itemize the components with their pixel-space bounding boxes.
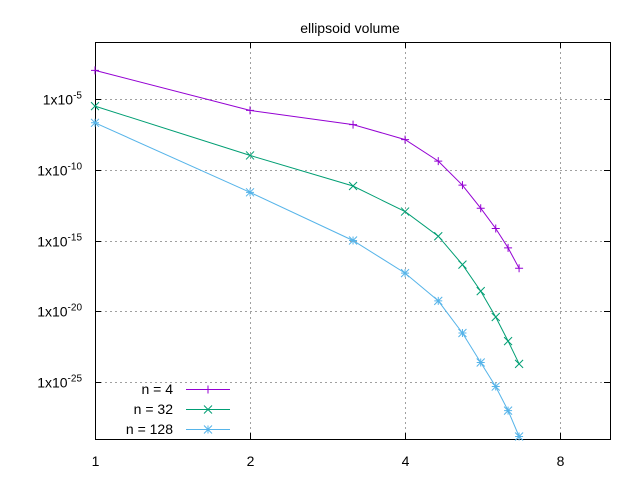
data-point bbox=[491, 224, 500, 233]
x-tick-label: 8 bbox=[557, 453, 565, 469]
data-point bbox=[504, 243, 513, 252]
data-point bbox=[204, 385, 212, 394]
series-2 bbox=[90, 101, 524, 369]
data-point bbox=[400, 207, 410, 216]
data-point bbox=[245, 187, 255, 197]
y-tick-label: 1x10-15 bbox=[37, 233, 82, 250]
series-line bbox=[94, 122, 520, 437]
data-point bbox=[503, 336, 513, 346]
data-point bbox=[348, 236, 358, 245]
data-point bbox=[515, 264, 524, 273]
series-line bbox=[94, 69, 520, 269]
data-point bbox=[90, 118, 100, 128]
axis-ticks: 1 2 4 8 1x10-5 1x10-10 1x10-15 1x10-20 1x10-25 bbox=[37, 42, 610, 469]
series-1 bbox=[91, 66, 524, 273]
chart-title: ellipsoid volume bbox=[300, 20, 400, 36]
y-tick-label: 1x10-5 bbox=[43, 91, 83, 108]
data-point bbox=[91, 66, 99, 75]
x-tick-label: 2 bbox=[247, 453, 255, 469]
data-point bbox=[245, 151, 255, 160]
data-point bbox=[458, 181, 467, 190]
data-point bbox=[246, 106, 255, 115]
data-point bbox=[491, 312, 501, 322]
data-point bbox=[514, 359, 524, 369]
data-point bbox=[401, 135, 410, 144]
data-point bbox=[476, 358, 486, 367]
data-point bbox=[400, 268, 410, 278]
data-point bbox=[458, 328, 467, 338]
legend: n = 4 n = 32 n = 128 bbox=[126, 381, 230, 437]
data-point bbox=[503, 406, 513, 415]
legend-label: n = 4 bbox=[141, 381, 173, 397]
y-tick-label: 1x10-25 bbox=[37, 374, 82, 391]
data-point bbox=[476, 204, 485, 213]
data-point bbox=[491, 382, 501, 391]
data-point bbox=[203, 425, 213, 434]
data-point bbox=[349, 120, 358, 129]
series-3 bbox=[90, 118, 524, 441]
data-point bbox=[434, 157, 443, 166]
legend-label: n = 32 bbox=[134, 401, 174, 417]
data-point bbox=[433, 296, 443, 306]
data-point bbox=[348, 181, 358, 191]
data-point bbox=[514, 432, 524, 441]
legend-label: n = 128 bbox=[126, 421, 173, 437]
x-tick-label: 1 bbox=[92, 453, 100, 469]
data-point bbox=[203, 405, 213, 414]
series-group bbox=[90, 66, 524, 441]
x-tick-label: 4 bbox=[402, 453, 410, 469]
data-point bbox=[433, 231, 443, 241]
y-tick-label: 1x10-10 bbox=[37, 162, 82, 179]
data-point bbox=[476, 286, 486, 296]
y-tick-label: 1x10-20 bbox=[37, 303, 82, 320]
data-point bbox=[90, 101, 100, 111]
data-point bbox=[458, 260, 467, 269]
series-line bbox=[94, 105, 520, 365]
